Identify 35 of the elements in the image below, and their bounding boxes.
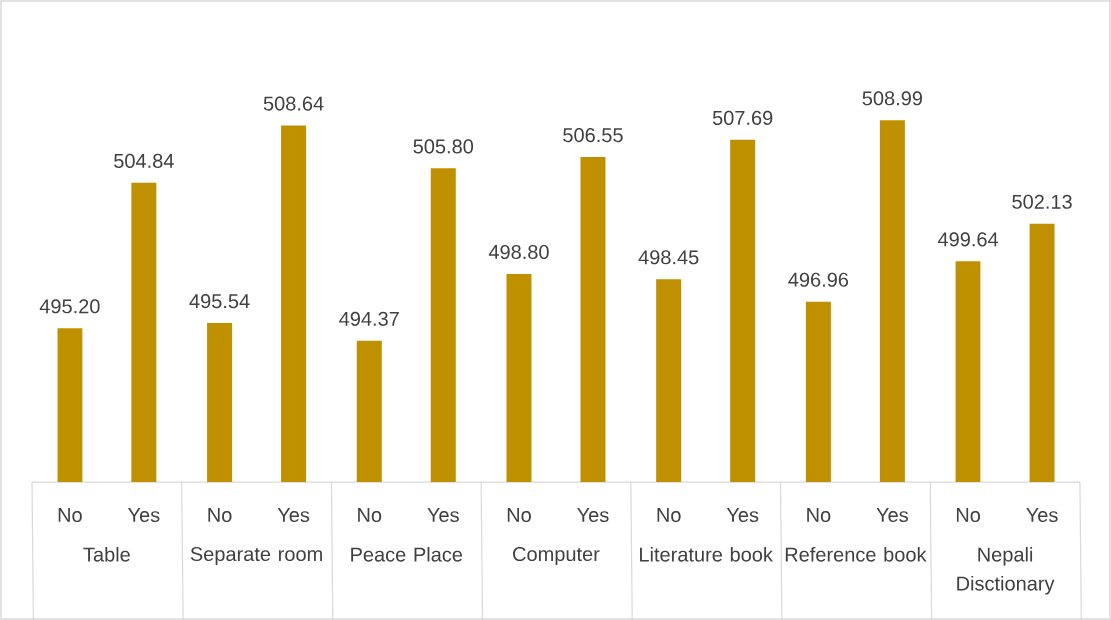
x-tick-label: Literature book: [640, 546, 773, 562]
x-tick-label: Reference book: [785, 546, 927, 562]
data-label: 506.55: [563, 128, 623, 143]
text: No: [358, 508, 382, 523]
text: No: [507, 508, 531, 523]
text: Yes: [127, 508, 160, 523]
series-label: Yes: [277, 508, 310, 523]
text: Yes: [1026, 508, 1058, 523]
series-label: No: [58, 508, 82, 523]
x-tick-label: Separate room: [190, 546, 322, 566]
data-label: 508.64: [263, 96, 324, 111]
x-tick-label: Peace Place: [351, 546, 463, 562]
data-label: 507.69: [712, 110, 773, 125]
text: No: [956, 508, 981, 523]
text: Yes: [726, 508, 759, 523]
text: No: [807, 508, 831, 523]
data-label: 499.64: [937, 232, 999, 247]
text: No: [208, 508, 232, 523]
x-tick-label: Nepali Disctionary: [957, 546, 1055, 595]
x-tick-label: Computer: [513, 546, 600, 566]
data-label: 504.84: [114, 153, 174, 168]
data-label: 494.37: [339, 311, 399, 326]
data-label: 495.54: [189, 294, 250, 309]
text: No: [657, 508, 681, 523]
text: Yes: [876, 508, 908, 523]
text: Yes: [427, 508, 459, 523]
data-label: 498.80: [488, 244, 549, 260]
data-label: 495.20: [39, 299, 100, 314]
data-label: 505.80: [413, 139, 474, 154]
x-tick-label: Table: [83, 546, 130, 562]
data-label: 502.13: [1012, 194, 1072, 209]
text: Yes: [577, 508, 609, 523]
data-label: 508.99: [862, 91, 923, 106]
data-label: 496.96: [788, 272, 849, 287]
data-label: 498.45: [638, 250, 699, 265]
